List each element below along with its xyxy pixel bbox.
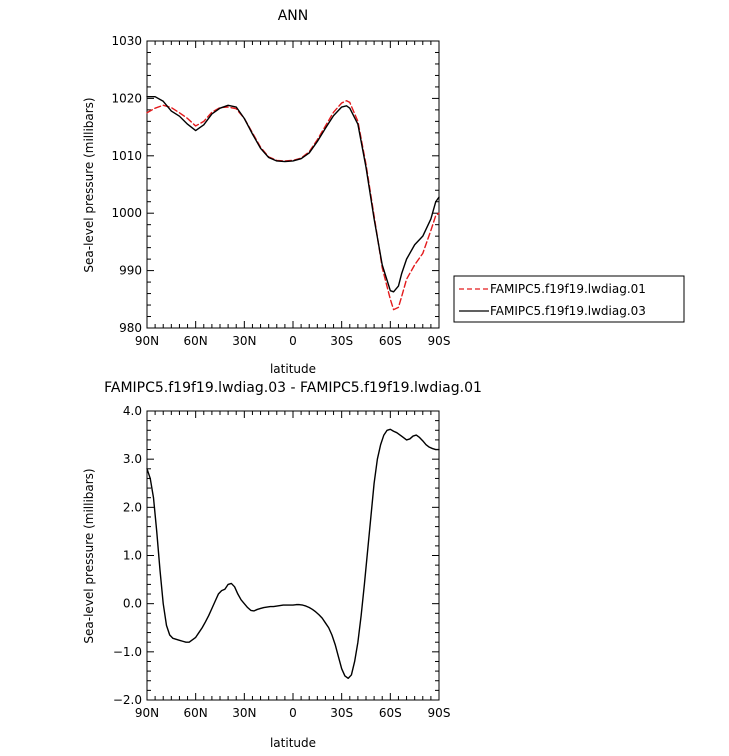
top-xtick-label: 90S (428, 334, 451, 348)
bottom-ytick-label: 3.0 (123, 452, 142, 466)
legend-label-series-1: FAMIPC5.f19f19.lwdiag.01 (490, 282, 646, 296)
bottom-xtick-label: 90S (428, 706, 451, 720)
bottom-ytick-label: −1.0 (113, 645, 142, 659)
legend: FAMIPC5.f19f19.lwdiag.01 FAMIPC5.f19f19.… (453, 275, 685, 323)
bottom-ytick-label: 1.0 (123, 549, 142, 563)
bottom-ytick-label: 2.0 (123, 500, 142, 514)
bottom-yaxis-title: Sea-level pressure (millibars) (82, 468, 96, 643)
bottom-plot-frame (146, 410, 440, 701)
bottom-ytick-label: 4.0 (123, 404, 142, 418)
bottom-xtick-label: 90N (135, 706, 159, 720)
top-xaxis-title: latitude (270, 362, 316, 376)
top-yaxis-title: Sea-level pressure (millibars) (82, 97, 96, 272)
top-ytick-label: 980 (119, 321, 142, 335)
bottom-ytick-label: −2.0 (113, 693, 142, 707)
bottom-xtick-label: 0 (289, 706, 297, 720)
top-chart-panel: ANN 980 990 1000 1010 1020 1030 90N 60N 30N 0 30S… (82, 8, 450, 376)
bottom-xaxis-title: latitude (270, 736, 316, 750)
bottom-chart-title: FAMIPC5.f19f19.lwdiag.03 - FAMIPC5.f19f1… (104, 380, 482, 396)
top-series-line-2 (146, 95, 440, 293)
top-xtick-label: 30N (232, 334, 256, 348)
bottom-series-line-1 (146, 428, 440, 680)
legend-box (453, 275, 685, 323)
bottom-xtick-label: 60N (184, 706, 208, 720)
top-ytick-label: 1000 (111, 206, 142, 220)
top-xtick-label: 60S (379, 334, 402, 348)
top-ytick-label: 1030 (111, 34, 142, 48)
top-xtick-label: 60N (184, 334, 208, 348)
bottom-xtick-label: 30N (232, 706, 256, 720)
top-ytick-label: 1010 (111, 149, 142, 163)
top-ytick-label: 1020 (111, 91, 142, 105)
bottom-xtick-label: 60S (379, 706, 402, 720)
top-xtick-label: 0 (289, 334, 297, 348)
bottom-xtick-label: 30S (330, 706, 353, 720)
top-xtick-label: 90N (135, 334, 159, 348)
top-plot-frame (146, 40, 440, 329)
legend-label-series-2: FAMIPC5.f19f19.lwdiag.03 (490, 304, 646, 318)
top-xtick-label: 30S (330, 334, 353, 348)
top-chart-title: ANN (278, 8, 309, 24)
top-series-line-1 (146, 100, 440, 311)
bottom-chart-panel: FAMIPC5.f19f19.lwdiag.03 - FAMIPC5.f19f1… (82, 380, 482, 750)
top-ytick-label: 990 (119, 264, 142, 278)
bottom-ytick-label: 0.0 (123, 597, 142, 611)
